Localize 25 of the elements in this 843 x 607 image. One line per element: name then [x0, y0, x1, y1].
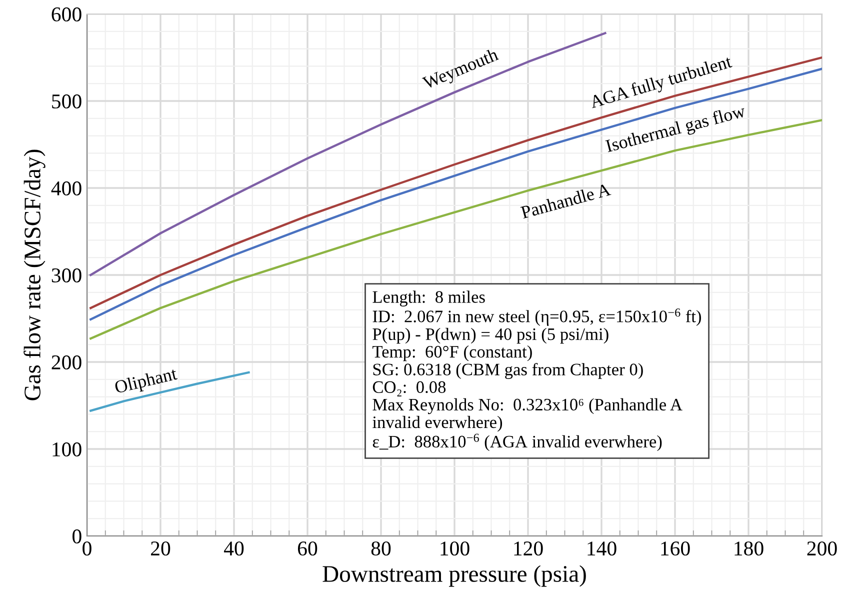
line-series	[90, 371, 250, 412]
y-tick-label: 600	[52, 7, 82, 22]
y-tick-label: 300	[52, 268, 82, 282]
text: Oliphant	[114, 366, 179, 398]
text: Length: 8 miles ID: 2.067 in new steel (η=0.95, ε=150x10$^{−6}$ ft) P(up) - P(dwn) = 40 psi (5 psi/mi) Temp: 60°F (constant) SG: 0.6318 (CBM gas from Chapter 0) CO₂: 0.08 Max Reynolds No: 0.323x10⁶ (Panhandle A invalid everwhere) ε_D: 888x10$^{−6}$ (AGA invalid everwhere)	[372, 290, 701, 452]
y-tick-label: 100	[52, 442, 82, 456]
x-tick-label: 200	[807, 541, 837, 556]
x-tick-label: 180	[734, 541, 764, 556]
x-tick-label: 120	[514, 541, 543, 556]
y-tick-label: 500	[52, 94, 82, 108]
y-tick-label: 0	[72, 529, 82, 544]
y-axis-title: Gas flow rate (MSCF/day)	[24, 150, 46, 400]
x-tick-label: 0	[82, 541, 92, 556]
text: AGA fully turbulent	[588, 56, 733, 108]
x-tick-label: 140	[588, 541, 616, 556]
x-tick-label: 160	[661, 541, 690, 556]
x-tick-label: 100	[440, 541, 470, 556]
x-axis-title: Downstream pressure (psia)	[322, 565, 586, 587]
x-tick-label: 20	[151, 541, 170, 556]
x-tick-label: 80	[371, 541, 391, 556]
x-tick-label: 40	[224, 541, 244, 556]
y-tick-label: 400	[51, 181, 82, 196]
x-tick-label: 60	[298, 541, 318, 556]
text: Panhandle A	[520, 182, 612, 219]
y-tick-label: 200	[52, 355, 82, 370]
